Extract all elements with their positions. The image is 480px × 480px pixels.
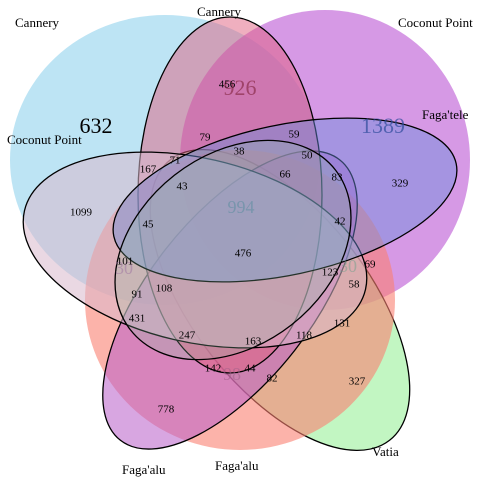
count-247: 247 (179, 330, 196, 342)
count-38: 38 (234, 146, 246, 158)
count-98: 98 (223, 364, 241, 384)
label-coconut-point-outer: Coconut Point (398, 15, 473, 30)
set-coconut-point-inner (22, 151, 368, 349)
label-coconut-point-inner: Coconut Point (7, 132, 82, 147)
count-83: 83 (332, 172, 344, 184)
count-327: 327 (349, 376, 366, 388)
count-123: 123 (322, 267, 339, 279)
count-118: 118 (296, 330, 313, 342)
count-108: 108 (156, 283, 173, 295)
count-42: 42 (335, 216, 346, 228)
count-632: 632 (80, 113, 113, 138)
count-926: 926 (224, 75, 257, 100)
count-1389: 1389 (361, 113, 405, 138)
count-30-right: 30 (339, 256, 357, 276)
count-101: 101 (117, 256, 134, 268)
count-456: 456 (219, 79, 236, 91)
count-142: 142 (205, 363, 222, 375)
label-cannery-inner: Cannery (197, 4, 242, 19)
label-faga-tele: Faga'tele (422, 107, 469, 122)
count-163: 163 (245, 336, 262, 348)
count-1099: 1099 (70, 207, 93, 219)
set-middle-ring (114, 139, 352, 361)
count-131: 131 (334, 318, 351, 330)
count-71: 71 (170, 155, 181, 167)
count-994: 994 (228, 197, 255, 217)
label-fagaalu-inner: Faga'alu (122, 462, 166, 477)
count-167: 167 (140, 164, 157, 176)
count-66: 66 (280, 169, 292, 181)
count-79: 79 (200, 132, 212, 144)
count-91: 91 (132, 289, 143, 301)
count-45: 45 (143, 219, 155, 231)
label-cannery-outer: Cannery (15, 15, 60, 30)
count-30-left: 30 (115, 258, 133, 278)
count-329: 329 (392, 178, 409, 190)
count-43: 43 (177, 181, 189, 193)
label-vatia: Vatia (372, 444, 399, 459)
label-fagaalu-outer: Faga'alu (215, 458, 259, 473)
count-50: 50 (302, 150, 314, 162)
count-59: 59 (289, 129, 301, 141)
count-82: 82 (267, 373, 278, 385)
count-778: 778 (158, 404, 175, 416)
count-44: 44 (245, 363, 257, 375)
count-476: 476 (235, 248, 252, 260)
count-58: 58 (349, 279, 361, 291)
count-431: 431 (129, 313, 146, 325)
count-69: 69 (365, 259, 377, 271)
